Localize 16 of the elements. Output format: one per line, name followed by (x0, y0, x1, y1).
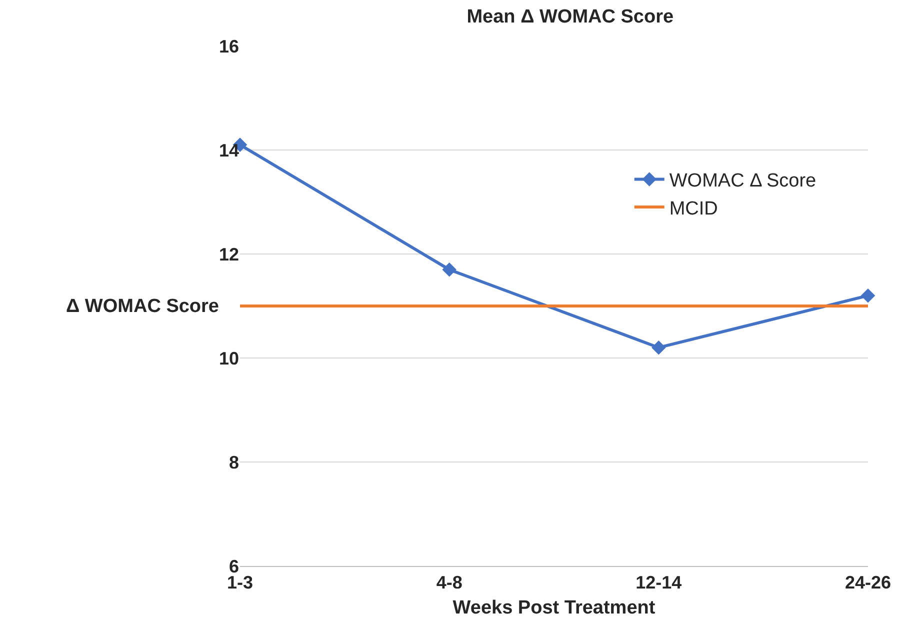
x-tick-label: 4-8 (436, 572, 462, 593)
y-tick-label: 16 (218, 36, 239, 56)
point (860, 288, 876, 303)
y-axis-title: Δ WOMAC Score (66, 296, 220, 317)
point (442, 262, 456, 277)
x-axis-title: Weeks Post Treatment (452, 597, 656, 618)
chart-title: Mean Δ WOMAC Score (466, 6, 674, 28)
y-tick-label: 10 (218, 348, 239, 368)
x-tick-label: 24-26 (844, 572, 892, 593)
y-tick-label: 8 (228, 452, 239, 472)
point (652, 340, 666, 355)
legend-label: WOMAC Δ Score (669, 170, 816, 192)
y-tick-label: 12 (218, 244, 239, 264)
legend-label: MCID (669, 198, 718, 220)
x-tick-label: 12-14 (636, 572, 682, 593)
y-tick-label: 14 (218, 140, 239, 160)
